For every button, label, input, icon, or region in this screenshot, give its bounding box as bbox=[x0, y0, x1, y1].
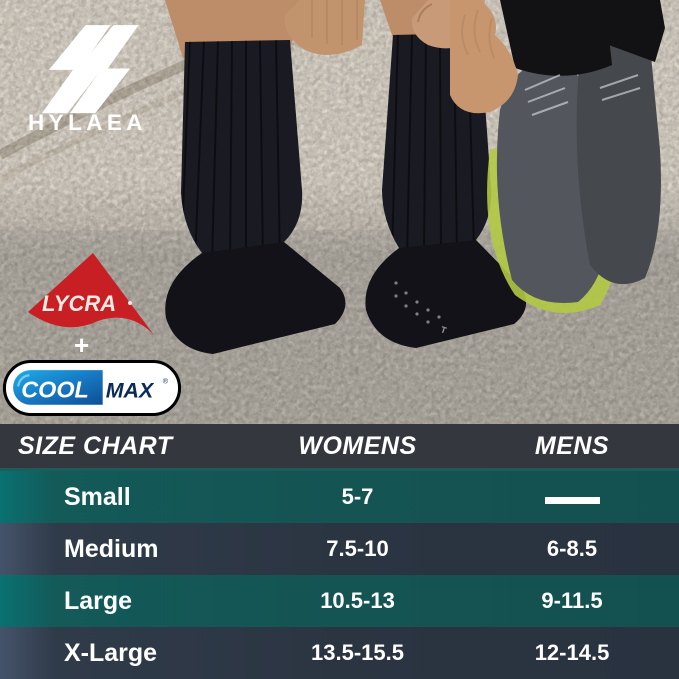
svg-text:MAX: MAX bbox=[106, 379, 155, 403]
svg-text:HYLAEA: HYLAEA bbox=[28, 110, 147, 133]
svg-text:LYCRA: LYCRA bbox=[42, 291, 116, 316]
svg-text:COOL: COOL bbox=[21, 377, 89, 403]
svg-text:®: ® bbox=[163, 377, 169, 385]
